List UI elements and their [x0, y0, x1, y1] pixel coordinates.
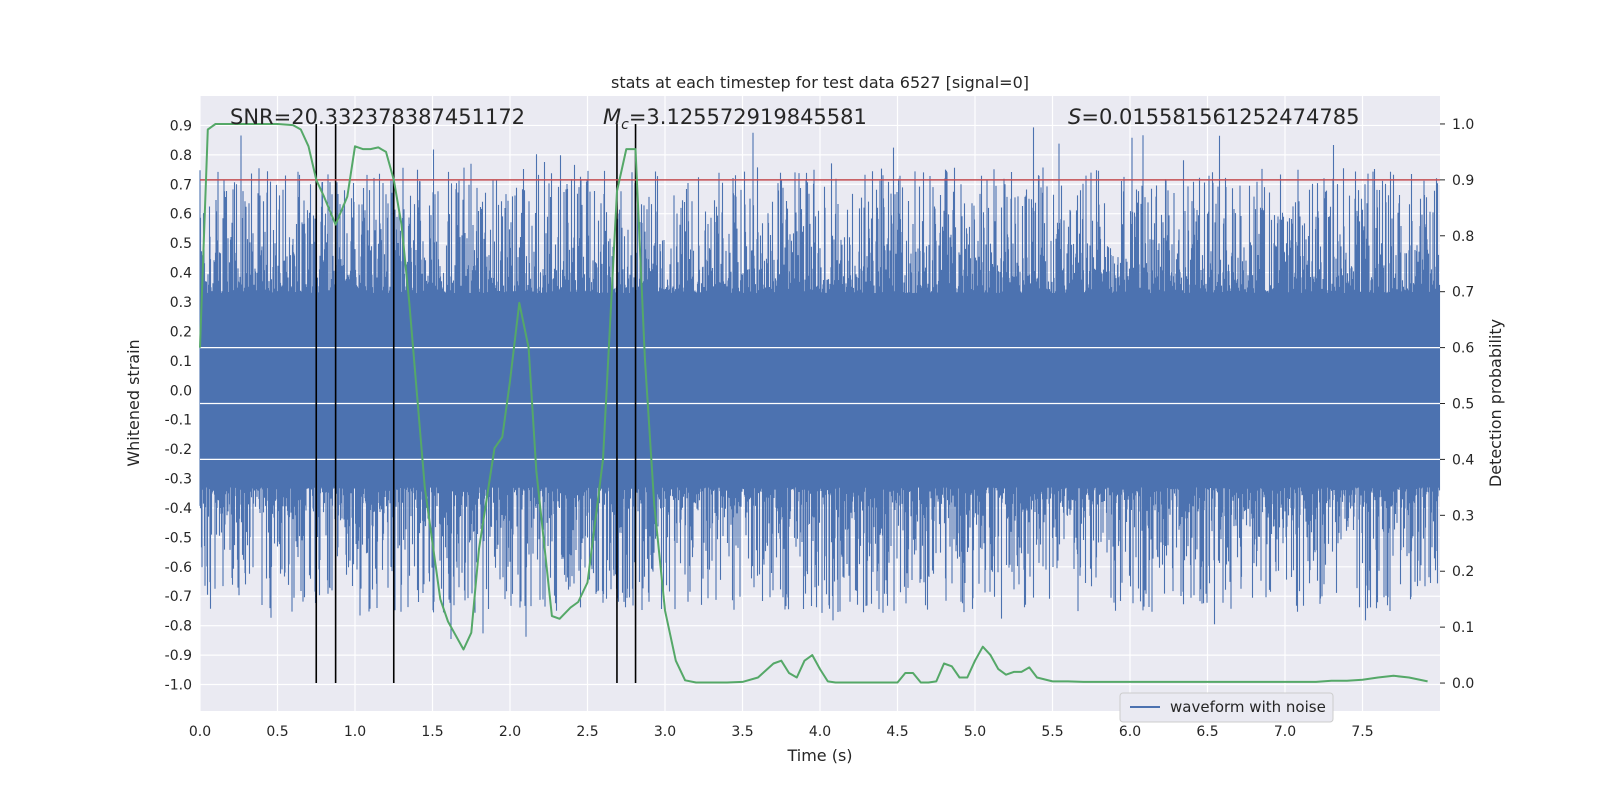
snr-annotation: SNR=20.332378387451172: [230, 105, 525, 129]
x-tick-label: 6.5: [1196, 724, 1218, 740]
x-tick-label: 5.0: [964, 724, 986, 740]
x-tick-label: 7.5: [1351, 724, 1373, 740]
y2-tick-label: 0.4: [1452, 452, 1474, 468]
x-tick-label: 5.5: [1041, 724, 1063, 740]
annotation-symbol: M: [603, 105, 621, 129]
x-tick-label: 7.0: [1274, 724, 1296, 740]
legend: waveform with noise: [1119, 692, 1334, 723]
y-tick-label: 0.5: [170, 236, 192, 252]
y-tick-label: 0.6: [170, 207, 192, 223]
x-tick-label: 0.5: [266, 724, 288, 740]
x-tick-label: 2.5: [576, 724, 598, 740]
y-tick-label: 0.0: [170, 383, 192, 399]
y-tick-label: 0.2: [170, 324, 192, 340]
chart-title: stats at each timestep for test data 652…: [611, 73, 1029, 92]
y-tick-label: 0.8: [170, 148, 192, 164]
y-tick-label: -1.0: [165, 678, 192, 694]
y2-tick-label: 0.1: [1452, 620, 1474, 636]
annotation-subscript: c: [621, 117, 629, 133]
y-tick-label: -0.2: [165, 442, 192, 458]
probability-line: [199, 123, 1428, 684]
y-tick-label: 0.7: [170, 177, 192, 193]
y-tick-label: -0.5: [165, 530, 192, 546]
annotation-value: =0.015581561252474785: [1081, 105, 1359, 129]
y-tick-label: -0.6: [165, 560, 192, 576]
x-tick-label: 3.0: [654, 724, 676, 740]
y2-tick-label: 0.6: [1452, 341, 1474, 357]
x-tick-label: 4.5: [886, 724, 908, 740]
probability-series: [199, 123, 1428, 684]
x-tick-label: 2.0: [499, 724, 521, 740]
x-tick-label: 3.5: [731, 724, 753, 740]
waveform-series: [199, 127, 1441, 639]
vertical-markers: [315, 123, 637, 684]
y-tick-label: -0.4: [165, 501, 192, 517]
tick-labels: 0.0 0.5 1.0 1.5 2.0 2.5 3.0 3.5 4.0 4.5 5.0 5.5 6.0 6…: [165, 117, 1475, 740]
legend-box: [1119, 692, 1334, 723]
y-tick-label: -0.9: [165, 648, 192, 664]
x-tick-label: 1.0: [344, 724, 366, 740]
y2-tick-label: 0.2: [1452, 564, 1474, 580]
x-tick-label: 4.0: [809, 724, 831, 740]
annotation-value: =3.125572919845581: [629, 105, 867, 129]
y2-tick-label: 0.7: [1452, 285, 1474, 301]
s-annotation: S=0.015581561252474785: [1068, 105, 1359, 129]
x-tick-label: 1.5: [421, 724, 443, 740]
x-tick-label: 0.0: [189, 724, 211, 740]
annotation-symbol: S: [1068, 105, 1081, 129]
waveform-core: [200, 293, 1440, 488]
y-tick-label: -0.8: [165, 619, 192, 635]
y-axis-label: Whitened strain: [124, 339, 143, 466]
y-tick-label: 0.4: [170, 266, 192, 282]
x-tick-label: 6.0: [1119, 724, 1141, 740]
y2-tick-label: 0.9: [1452, 173, 1474, 189]
legend-entry: waveform with noise: [1170, 698, 1326, 716]
y-tick-label: 0.9: [170, 118, 192, 134]
y2-axis-label: Detection probability: [1486, 319, 1505, 487]
y-tick-label: -0.7: [165, 589, 192, 605]
y2-tick-label: 0.5: [1452, 397, 1474, 413]
y-tick-label: 0.3: [170, 295, 192, 311]
y2-tick-label: 1.0: [1452, 117, 1474, 133]
x-axis-label: Time (s): [786, 746, 852, 765]
mc-annotation: Mc=3.125572919845581: [603, 105, 867, 133]
y-tick-label: 0.1: [170, 354, 192, 370]
y2-tick-label: 0.0: [1452, 676, 1474, 692]
y2-tick-label: 0.8: [1452, 229, 1474, 245]
y-tick-label: -0.3: [165, 472, 192, 488]
y2-tick-label: 0.3: [1452, 508, 1474, 524]
y-tick-label: -0.1: [165, 413, 192, 429]
